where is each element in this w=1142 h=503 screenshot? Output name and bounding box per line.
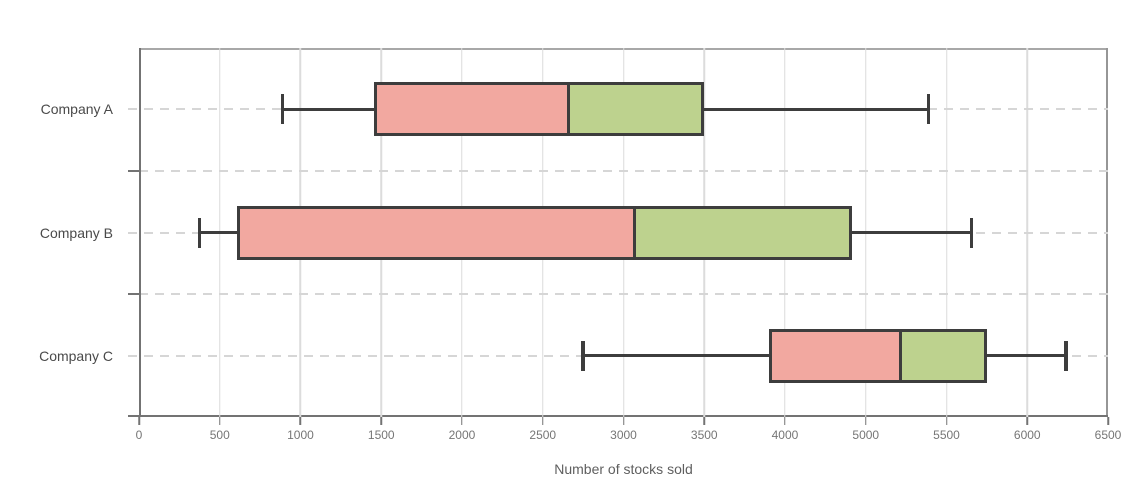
x-axis-title: Number of stocks sold: [554, 461, 693, 477]
whisker-cap-min-company-c: [581, 340, 585, 371]
x-tick-label: 2500: [529, 428, 557, 442]
x-tick-mark: [784, 417, 786, 425]
whisker-cap-max-company-b: [969, 217, 974, 248]
x-tick-mark: [299, 417, 302, 425]
x-tick-label: 5500: [933, 428, 960, 442]
whisker-cap-min-company-a: [280, 94, 285, 125]
x-tick-label: 5000: [852, 428, 880, 442]
x-tick-mark: [865, 417, 867, 425]
x-tick-mark: [218, 417, 221, 425]
box-lower-quartile-company-c: [771, 331, 903, 380]
x-tick-mark: [622, 417, 625, 425]
box-lower-quartile-company-a: [376, 85, 570, 134]
x-tick-label: 6500: [1094, 428, 1122, 442]
category-label-column: Company A Company B Company C: [0, 48, 113, 417]
x-tick-label: 1500: [367, 428, 395, 442]
x-tick-label: 4000: [771, 428, 799, 442]
category-label-company-c: Company C: [39, 347, 113, 364]
x-tick-mark: [461, 417, 463, 425]
y-axis-boundary-tick: [128, 169, 141, 172]
box-company-a: [373, 82, 705, 137]
x-tick-mark: [380, 417, 382, 425]
row-separator-dash: [139, 292, 1108, 295]
x-tick-mark: [138, 417, 140, 425]
whisker-cap-max-company-c: [1064, 340, 1068, 371]
x-tick-label: 3500: [690, 428, 718, 442]
y-axis-boundary-tick: [128, 292, 141, 295]
x-tick-label: 2000: [448, 428, 476, 442]
x-tick-mark: [1107, 417, 1109, 425]
box-company-c: [768, 328, 987, 383]
x-tick-label: 6000: [1013, 428, 1041, 442]
whisker-cap-max-company-a: [926, 94, 931, 125]
category-label-company-a: Company A: [40, 101, 113, 118]
x-tick-mark: [542, 417, 544, 425]
x-axis: 0 500 1000 1500 2000 2500 3000 3500 4000 5000 5500…: [128, 415, 1121, 453]
x-tick-mark: [945, 417, 948, 425]
x-axis-overhang: [128, 415, 139, 417]
whisker-cap-min-company-b: [197, 217, 202, 248]
x-tick-label: 0: [135, 428, 143, 442]
row-separator-dash: [139, 169, 1108, 172]
box-lower-quartile-company-b: [239, 208, 636, 257]
x-tick-mark: [703, 417, 705, 425]
box-company-b: [236, 205, 852, 260]
plot-area: [128, 48, 1108, 417]
category-label-company-b: Company B: [39, 224, 113, 241]
x-tick-label: 1000: [287, 428, 314, 442]
x-tick-label: 3000: [610, 428, 637, 442]
x-tick-mark: [1026, 417, 1028, 425]
x-tick-label: 500: [209, 428, 230, 442]
